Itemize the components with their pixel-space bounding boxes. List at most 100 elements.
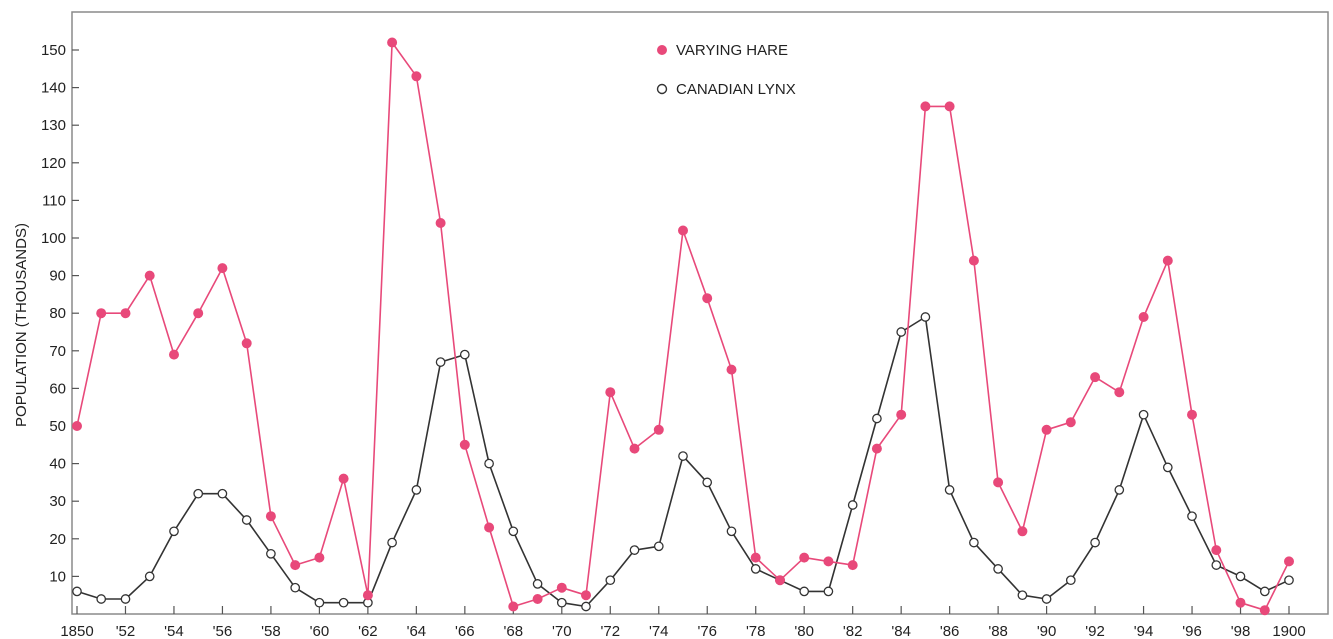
data-point-varying-hare <box>217 263 228 274</box>
data-point-canadian-lynx <box>314 597 325 608</box>
data-point-canadian-lynx <box>1090 537 1100 548</box>
data-point-varying-hare <box>314 552 325 563</box>
data-point-canadian-lynx <box>435 357 446 367</box>
data-point-canadian-lynx <box>726 526 737 537</box>
data-point-varying-hare <box>726 364 737 375</box>
data-point-canadian-lynx <box>702 477 713 488</box>
x-tick-label: '78 <box>746 623 766 639</box>
series-line-canadian-lynx <box>76 316 1290 608</box>
data-point-varying-hare <box>96 308 107 319</box>
data-point-canadian-lynx <box>411 485 422 495</box>
y-axis: 10 20 30 40 50 60 70 80 90 100 110 120 130 140 150 <box>41 42 79 585</box>
data-point-canadian-lynx <box>823 586 834 597</box>
data-point-varying-hare <box>435 218 446 228</box>
y-tick-label: 10 <box>49 568 66 585</box>
y-tick-label: 140 <box>41 80 66 97</box>
y-tick-label: 90 <box>49 268 66 285</box>
legend-label-varying-hare: VARYING HARE <box>676 42 788 59</box>
data-point-varying-hare <box>702 293 713 304</box>
x-tick-label: '76 <box>697 623 717 639</box>
data-point-canadian-lynx <box>266 548 276 559</box>
data-point-varying-hare <box>508 601 519 612</box>
data-point-varying-hare <box>1259 605 1270 616</box>
data-point-varying-hare <box>144 270 155 281</box>
data-point-varying-hare <box>653 424 664 435</box>
y-tick-label: 40 <box>49 456 66 473</box>
y-tick-label: 130 <box>41 117 66 134</box>
data-point-canadian-lynx <box>217 488 228 499</box>
data-point-varying-hare <box>241 338 252 349</box>
data-point-varying-hare <box>1114 387 1125 398</box>
y-tick-label: 70 <box>49 343 66 360</box>
data-point-canadian-lynx <box>193 488 204 499</box>
data-point-canadian-lynx <box>338 597 349 608</box>
data-point-canadian-lynx <box>72 586 82 597</box>
legend-label-canadian-lynx: CANADIAN LYNX <box>676 81 796 98</box>
x-tick-label: '74 <box>649 623 669 639</box>
data-point-varying-hare <box>847 560 858 571</box>
data-point-varying-hare <box>775 575 785 586</box>
x-tick-label: '64 <box>407 623 427 639</box>
data-point-varying-hare <box>799 552 810 563</box>
data-point-varying-hare <box>387 37 398 48</box>
data-point-varying-hare <box>1138 312 1149 322</box>
data-point-canadian-lynx <box>241 515 252 525</box>
data-point-canadian-lynx <box>556 597 567 608</box>
y-tick-label: 150 <box>41 42 66 59</box>
data-point-varying-hare <box>1187 409 1197 420</box>
data-point-canadian-lynx <box>1017 590 1028 601</box>
x-tick-label: '62 <box>358 623 378 639</box>
data-point-canadian-lynx <box>1162 462 1173 473</box>
data-point-varying-hare <box>1284 556 1294 567</box>
data-point-varying-hare <box>993 477 1004 488</box>
data-point-canadian-lynx <box>387 537 397 548</box>
data-point-canadian-lynx <box>799 586 810 597</box>
data-point-varying-hare <box>629 443 640 454</box>
y-tick-label: 20 <box>49 531 66 548</box>
data-point-varying-hare <box>678 225 688 236</box>
data-point-varying-hare <box>871 443 882 454</box>
data-point-varying-hare <box>72 421 82 431</box>
x-tick-label: '80 <box>794 623 814 639</box>
data-point-varying-hare <box>605 387 616 398</box>
data-point-canadian-lynx <box>678 451 688 461</box>
x-tick-label: '84 <box>891 623 911 639</box>
y-tick-label: 50 <box>49 418 66 435</box>
y-tick-label: 30 <box>49 493 66 510</box>
data-point-varying-hare <box>265 511 276 522</box>
data-point-varying-hare <box>338 473 349 484</box>
data-point-varying-hare <box>193 308 204 319</box>
data-point-varying-hare <box>459 439 470 450</box>
data-point-varying-hare <box>1065 417 1076 428</box>
data-point-varying-hare <box>1211 545 1222 556</box>
data-point-canadian-lynx <box>459 349 470 360</box>
data-point-canadian-lynx <box>1211 560 1222 570</box>
x-tick-label: '96 <box>1182 623 1202 639</box>
x-tick-label: '98 <box>1231 623 1251 639</box>
x-tick-label: '92 <box>1085 623 1105 639</box>
data-point-varying-hare <box>411 71 422 82</box>
x-tick-label: '52 <box>116 623 136 639</box>
x-tick-label: '88 <box>988 623 1008 639</box>
x-tick-label: 1850 <box>60 623 93 639</box>
data-point-varying-hare <box>169 349 179 360</box>
y-axis-label: POPULATION (THOUSANDS) <box>13 223 30 427</box>
data-point-canadian-lynx <box>1187 511 1197 522</box>
data-point-varying-hare <box>1090 372 1101 383</box>
data-point-canadian-lynx <box>1065 575 1076 586</box>
x-tick-label: '72 <box>600 623 620 639</box>
data-point-varying-hare <box>968 255 979 266</box>
legend-marker-varying-hare <box>657 45 667 55</box>
data-point-varying-hare <box>1017 526 1028 537</box>
data-point-varying-hare <box>920 101 931 112</box>
x-tick-label: '90 <box>1037 623 1057 639</box>
data-point-canadian-lynx <box>120 594 131 604</box>
data-point-varying-hare <box>581 590 591 601</box>
series-line-varying-hare <box>76 41 1290 612</box>
data-point-canadian-lynx <box>993 564 1003 574</box>
data-point-canadian-lynx <box>653 541 664 552</box>
x-tick-label: '58 <box>261 623 281 639</box>
y-tick-label: 100 <box>41 230 66 247</box>
data-point-canadian-lynx <box>1284 575 1294 586</box>
